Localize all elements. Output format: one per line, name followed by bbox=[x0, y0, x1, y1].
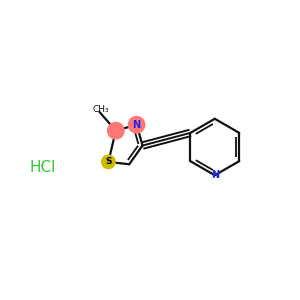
Text: N: N bbox=[211, 170, 219, 180]
Circle shape bbox=[101, 154, 116, 169]
Text: N: N bbox=[133, 120, 141, 130]
Text: HCl: HCl bbox=[30, 160, 56, 175]
Text: CH₃: CH₃ bbox=[92, 105, 109, 114]
Circle shape bbox=[107, 122, 125, 140]
Text: S: S bbox=[105, 158, 112, 166]
Circle shape bbox=[128, 116, 146, 134]
